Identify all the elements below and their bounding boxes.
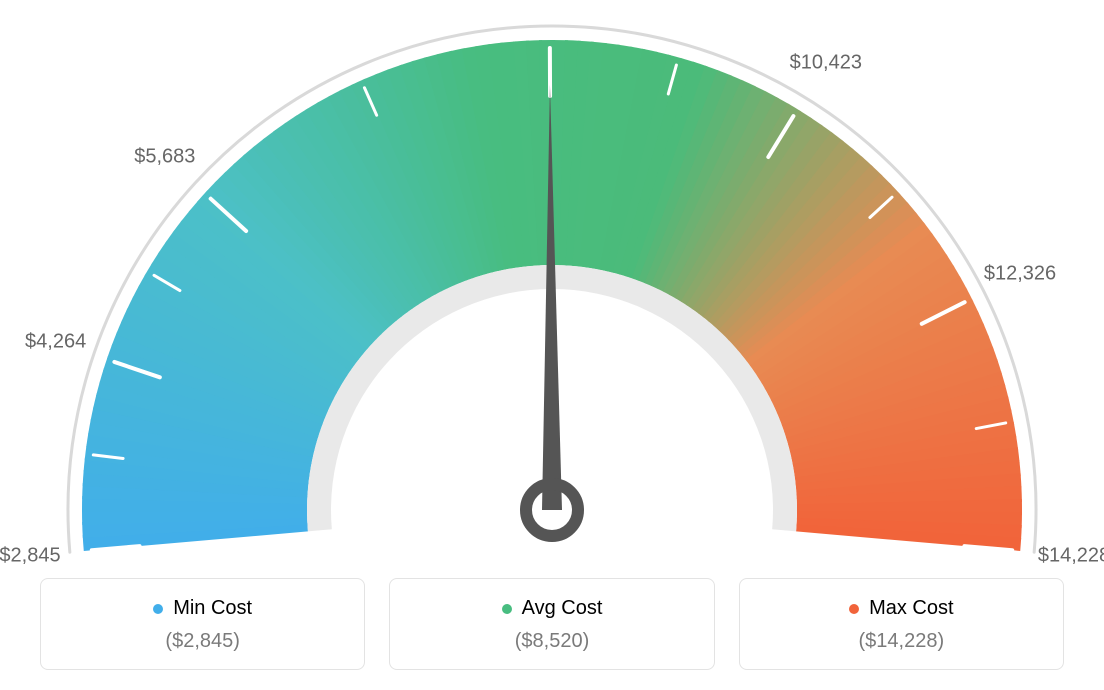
gauge-tick-label: $2,845 — [0, 544, 61, 567]
dot-avg-icon — [502, 604, 512, 614]
legend-card-max: Max Cost ($14,228) — [739, 578, 1064, 670]
gauge-tick-label: $14,228 — [1038, 544, 1104, 567]
gauge-tick-label: $4,264 — [25, 331, 86, 354]
legend-label: Avg Cost — [522, 597, 603, 620]
legend-row: Min Cost ($2,845) Avg Cost ($8,520) Max … — [40, 578, 1064, 670]
gauge-tick-label: $12,326 — [984, 263, 1056, 286]
legend-value: ($2,845) — [51, 630, 354, 653]
legend-card-avg: Avg Cost ($8,520) — [389, 578, 714, 670]
legend-card-min: Min Cost ($2,845) — [40, 578, 365, 670]
legend-label: Max Cost — [869, 597, 953, 620]
dot-max-icon — [849, 604, 859, 614]
dot-min-icon — [153, 604, 163, 614]
legend-value: ($14,228) — [750, 630, 1053, 653]
gauge-tick-label: $5,683 — [134, 145, 195, 168]
legend-value: ($8,520) — [400, 630, 703, 653]
cost-gauge: $2,845$4,264$5,683$8,520$10,423$12,326$1… — [0, 0, 1104, 560]
gauge-tick-label: $10,423 — [790, 52, 862, 75]
legend-label: Min Cost — [173, 597, 252, 620]
